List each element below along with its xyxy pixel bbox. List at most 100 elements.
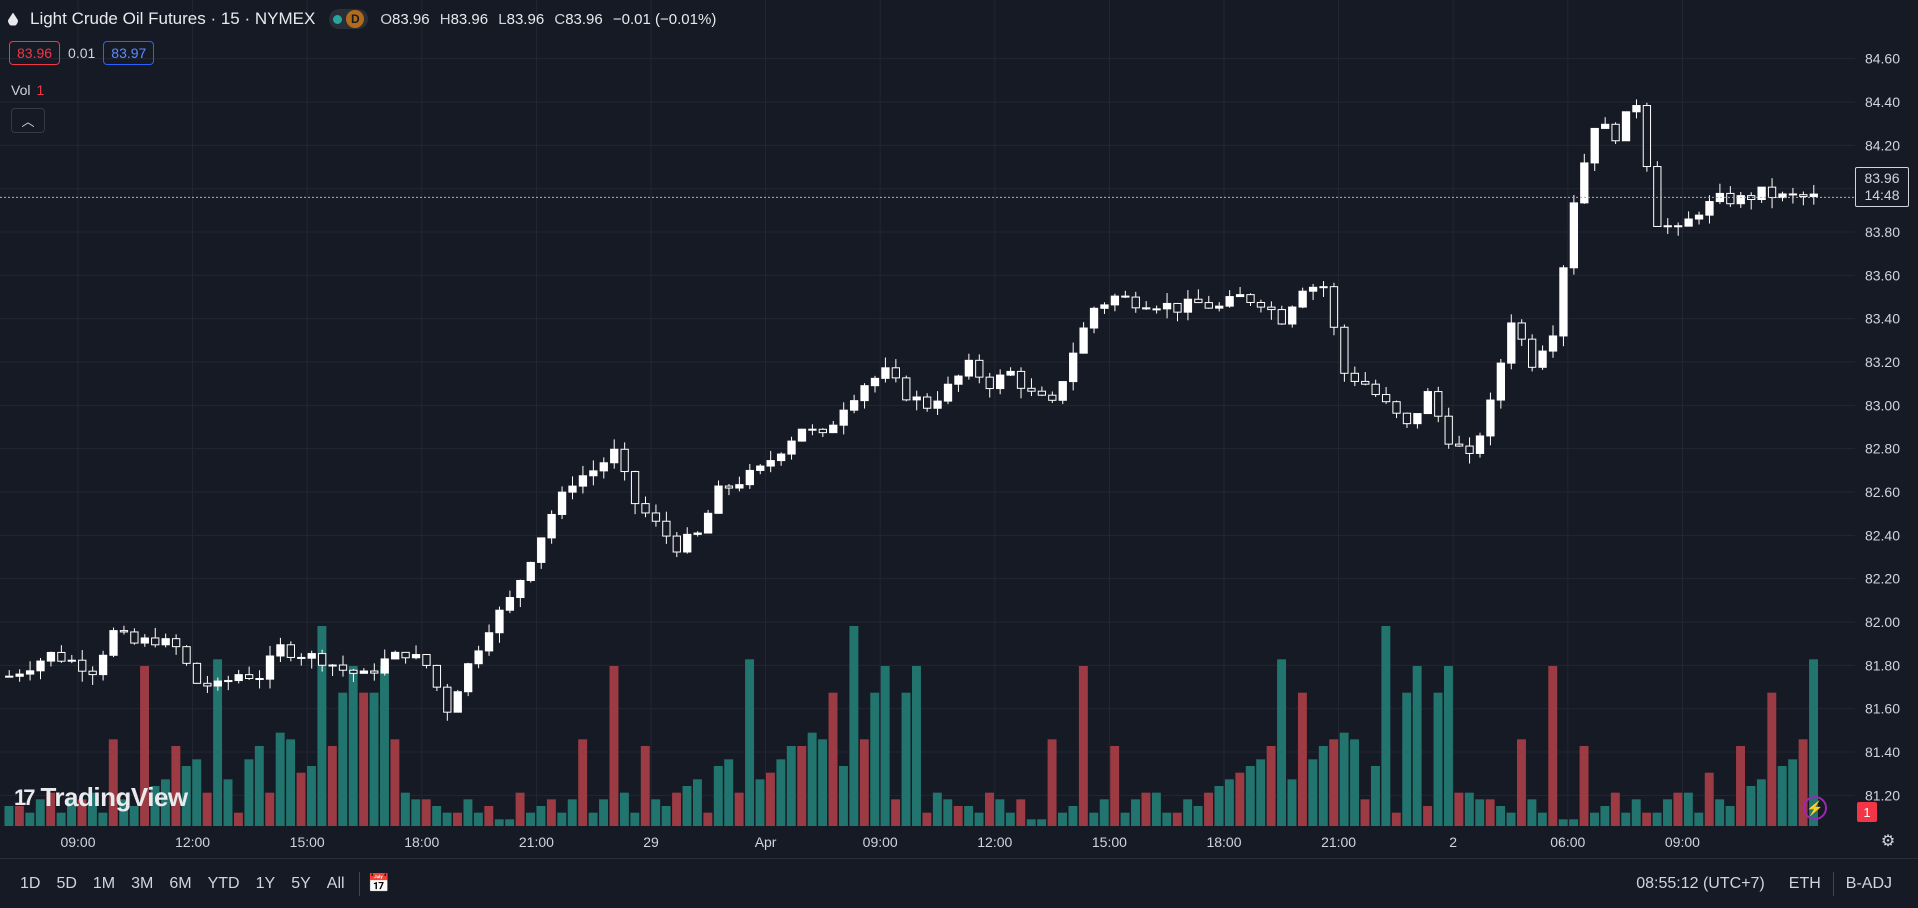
ask-button[interactable]: 83.97: [103, 41, 155, 65]
volume-bar: [171, 746, 181, 826]
candle-body: [380, 658, 389, 674]
volume-bar: [421, 799, 431, 826]
volume-bar: [275, 732, 285, 826]
candle-body: [756, 465, 765, 471]
volume-bar: [338, 692, 348, 826]
candle-body: [1809, 193, 1818, 198]
adjustment-button[interactable]: B-ADJ: [1845, 874, 1892, 892]
range-button-1y[interactable]: 1Y: [255, 874, 276, 892]
volume-bar: [463, 799, 473, 826]
volume-bar: [1600, 806, 1610, 826]
candle-body: [1569, 202, 1579, 269]
volume-bar: [46, 792, 56, 826]
price-tick-label: 83.60: [1865, 267, 1900, 283]
volume-bar: [380, 666, 389, 826]
price-axis: 84.6084.4084.2084.0083.8083.6083.4083.20…: [1865, 51, 1900, 804]
candle-body: [140, 637, 149, 644]
volume-bar: [578, 739, 588, 826]
volume-bar: [1308, 759, 1318, 826]
chart-area[interactable]: 84.6084.4084.2084.0083.8083.6083.4083.20…: [0, 0, 1918, 857]
volume-bar: [755, 779, 765, 826]
volume-bar: [369, 692, 379, 826]
candle-body: [1705, 201, 1714, 216]
candle-body: [849, 400, 859, 411]
volume-bar: [1047, 739, 1057, 826]
market-status-pill[interactable]: D: [329, 9, 369, 29]
candle-body: [130, 631, 139, 644]
volume-bar: [129, 806, 139, 826]
range-button-1m[interactable]: 1M: [92, 874, 116, 892]
price-tick-label: 82.80: [1865, 441, 1900, 457]
volume-bar: [307, 766, 316, 826]
candle-body: [5, 675, 14, 678]
candle-body: [1371, 383, 1380, 396]
candle-body: [1548, 335, 1558, 352]
candle-body: [1069, 352, 1078, 383]
candle-body: [1381, 394, 1391, 403]
range-button-all[interactable]: All: [326, 874, 345, 892]
candle-body: [317, 653, 327, 666]
volume-bar: [1475, 799, 1485, 826]
candle-body: [1621, 111, 1631, 142]
symbol-legend: Light Crude Oil Futures · 15 · NYMEX D O…: [8, 9, 722, 29]
candle-body: [839, 409, 848, 426]
price-chart[interactable]: 84.6084.4084.2084.0083.8083.6083.4083.20…: [0, 0, 1918, 857]
candle-body: [1736, 195, 1745, 205]
candle-body: [975, 359, 984, 378]
lightning-icon[interactable]: ⚡: [1803, 796, 1827, 820]
candle-body: [203, 682, 212, 687]
candle-body: [693, 532, 702, 535]
candle-body: [870, 377, 880, 387]
range-button-5y[interactable]: 5Y: [291, 874, 311, 892]
volume-bar: [317, 626, 327, 826]
range-button-1d[interactable]: 1D: [20, 874, 41, 892]
candle-body: [1434, 391, 1443, 417]
collapse-legend-button[interactable]: ︿: [11, 108, 45, 133]
volume-bar: [1266, 746, 1276, 826]
volume-bar: [964, 806, 974, 826]
candle-body: [98, 654, 108, 676]
volume-bar: [1402, 692, 1412, 826]
candle-body: [1142, 307, 1151, 310]
close-value: 83.96: [565, 10, 603, 28]
candle-body: [1611, 123, 1620, 142]
candle-body: [1308, 286, 1318, 292]
candle-body: [1799, 194, 1808, 198]
candle-body: [516, 579, 525, 599]
volume-bar: [849, 626, 859, 826]
candle-body: [630, 471, 640, 505]
range-button-5d[interactable]: 5D: [56, 874, 77, 892]
candle-body: [25, 670, 35, 675]
volume-bar: [1099, 799, 1109, 826]
range-button-3m[interactable]: 3M: [131, 874, 154, 892]
bid-button[interactable]: 83.96: [9, 41, 61, 65]
goto-date-calendar-icon[interactable]: 📅: [367, 873, 390, 893]
volume-bar: [1141, 792, 1151, 826]
volume-bar: [1736, 746, 1745, 826]
candle-body: [537, 537, 546, 563]
symbol-title[interactable]: Light Crude Oil Futures · 15 · NYMEX: [30, 9, 316, 28]
volume-bar: [348, 666, 358, 826]
alert-count-badge[interactable]: 1: [1857, 802, 1877, 822]
volume-bar: [619, 792, 629, 826]
session-button[interactable]: ETH: [1788, 874, 1821, 892]
volume-bars: [4, 626, 1818, 826]
candle-body: [328, 664, 337, 667]
divider: [358, 871, 360, 896]
volume-bar: [1068, 806, 1078, 826]
tradingview-logo[interactable]: 17 TradingView: [14, 782, 188, 813]
time-tick-label: 2: [1449, 834, 1457, 850]
settings-gear-icon[interactable]: ⚙: [1880, 833, 1896, 850]
range-button-ytd[interactable]: YTD: [207, 874, 240, 892]
volume-bar: [1245, 766, 1255, 826]
clock-timezone[interactable]: 08:55:12 (UTC+7): [1636, 874, 1765, 892]
candle-body: [1246, 294, 1255, 303]
candle-body: [1256, 301, 1266, 308]
volume-bar: [1370, 766, 1380, 826]
volume-label[interactable]: Vol: [11, 82, 31, 98]
range-button-6m[interactable]: 6M: [169, 874, 192, 892]
volume-value: 1: [36, 82, 45, 98]
volume-bar: [995, 799, 1005, 826]
candle-body: [641, 503, 650, 514]
candle-body: [797, 428, 807, 442]
